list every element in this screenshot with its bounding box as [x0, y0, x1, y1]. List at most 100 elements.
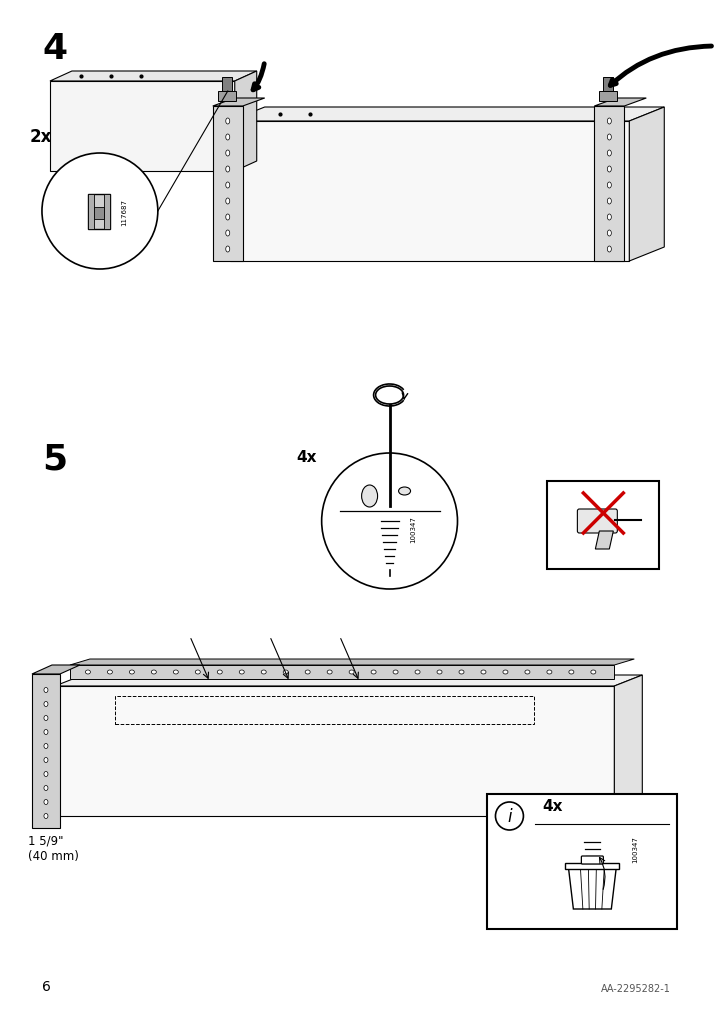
Text: 1 5/9"
(40 mm): 1 5/9" (40 mm) [28, 834, 79, 862]
Ellipse shape [608, 199, 611, 205]
Polygon shape [629, 108, 664, 262]
Ellipse shape [608, 167, 611, 173]
Polygon shape [230, 108, 664, 122]
Ellipse shape [608, 151, 611, 157]
Ellipse shape [437, 670, 442, 674]
Polygon shape [213, 99, 265, 107]
Ellipse shape [327, 670, 332, 674]
Polygon shape [55, 686, 614, 816]
Bar [94, 208, 104, 219]
Text: 117687: 117687 [121, 198, 127, 225]
Polygon shape [32, 674, 60, 828]
Ellipse shape [525, 670, 530, 674]
Ellipse shape [569, 670, 574, 674]
Text: 4: 4 [42, 32, 67, 66]
Ellipse shape [44, 786, 48, 791]
Ellipse shape [608, 214, 611, 220]
Text: 4x: 4x [543, 799, 563, 813]
Polygon shape [235, 72, 257, 172]
Polygon shape [50, 72, 257, 82]
Polygon shape [213, 107, 243, 262]
Ellipse shape [226, 214, 230, 220]
Ellipse shape [305, 670, 310, 674]
Ellipse shape [107, 670, 112, 674]
Polygon shape [50, 82, 235, 172]
Text: 100347: 100347 [633, 836, 638, 862]
Bar [599, 92, 618, 102]
Bar [115, 697, 534, 724]
Ellipse shape [44, 702, 48, 707]
Polygon shape [70, 659, 634, 665]
Ellipse shape [226, 119, 230, 125]
Bar [565, 863, 619, 869]
FancyBboxPatch shape [581, 856, 603, 864]
Ellipse shape [608, 119, 611, 125]
FancyBboxPatch shape [578, 510, 618, 534]
Bar [548, 481, 659, 569]
Ellipse shape [226, 151, 230, 157]
Polygon shape [594, 99, 646, 107]
Text: 6: 6 [42, 979, 51, 993]
Ellipse shape [398, 487, 411, 495]
Polygon shape [55, 675, 643, 686]
Polygon shape [70, 665, 614, 679]
Ellipse shape [44, 716, 48, 721]
Bar [603, 78, 613, 92]
Ellipse shape [86, 670, 91, 674]
Ellipse shape [371, 670, 376, 674]
Ellipse shape [503, 670, 508, 674]
Bar [218, 92, 236, 102]
Text: 5: 5 [42, 442, 67, 475]
Circle shape [42, 154, 158, 270]
Polygon shape [614, 675, 643, 816]
Ellipse shape [608, 134, 611, 141]
Ellipse shape [261, 670, 266, 674]
Ellipse shape [44, 744, 48, 749]
Text: 2x: 2x [30, 127, 52, 146]
Polygon shape [594, 107, 624, 262]
Ellipse shape [226, 167, 230, 173]
Ellipse shape [151, 670, 156, 674]
Ellipse shape [608, 231, 611, 237]
Ellipse shape [393, 670, 398, 674]
Circle shape [496, 802, 523, 830]
Polygon shape [595, 532, 613, 549]
Ellipse shape [226, 183, 230, 189]
Text: AA-2295282-1: AA-2295282-1 [601, 983, 671, 993]
Text: 100347: 100347 [411, 516, 416, 543]
Polygon shape [230, 122, 629, 262]
Ellipse shape [217, 670, 222, 674]
Bar [222, 78, 232, 92]
Ellipse shape [481, 670, 486, 674]
Ellipse shape [415, 670, 420, 674]
Ellipse shape [129, 670, 134, 674]
Ellipse shape [174, 670, 178, 674]
Ellipse shape [226, 199, 230, 205]
Ellipse shape [239, 670, 244, 674]
Ellipse shape [608, 183, 611, 189]
Ellipse shape [44, 758, 48, 762]
Ellipse shape [547, 670, 552, 674]
Ellipse shape [196, 670, 201, 674]
Ellipse shape [44, 730, 48, 735]
Ellipse shape [44, 814, 48, 819]
Text: 4x: 4x [296, 450, 316, 464]
Ellipse shape [591, 670, 596, 674]
Bar [488, 795, 678, 929]
Ellipse shape [459, 670, 464, 674]
Ellipse shape [349, 670, 354, 674]
Ellipse shape [376, 386, 403, 404]
Ellipse shape [608, 247, 611, 253]
Polygon shape [32, 665, 80, 674]
Ellipse shape [226, 231, 230, 237]
Ellipse shape [226, 247, 230, 253]
Bar [104, 195, 110, 229]
Ellipse shape [44, 771, 48, 776]
Text: i: i [507, 807, 512, 825]
Ellipse shape [44, 687, 48, 693]
Circle shape [321, 454, 458, 589]
Ellipse shape [44, 800, 48, 805]
Bar [88, 195, 110, 229]
Bar [88, 195, 94, 229]
Polygon shape [568, 867, 616, 909]
